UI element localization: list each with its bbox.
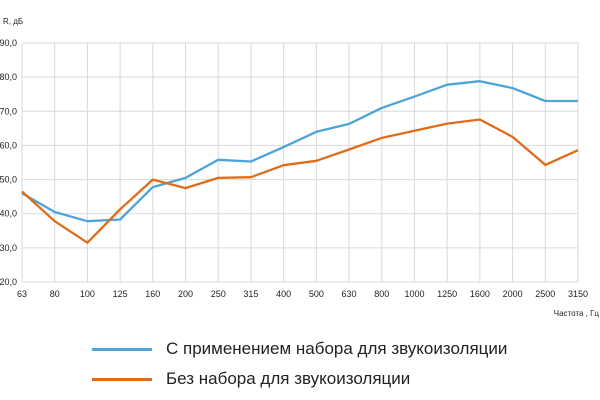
chart-series	[21, 80, 579, 244]
y-tick-label: 60,0	[0, 140, 17, 150]
x-tick-label: 800	[374, 289, 389, 299]
y-tick-label: 40,0	[0, 209, 17, 219]
x-tick-label: 3150	[568, 289, 588, 299]
legend-label-without-kit: Без набора для звукоизоляции	[166, 369, 411, 388]
y-tick-label: 20,0	[0, 277, 17, 287]
y-axis-ticks: 20,0 30,0 40,0 50,0 60,0 70,0 80,0 90,0	[0, 38, 17, 287]
x-tick-label: 63	[17, 289, 27, 299]
legend-label-with-kit: С применением набора для звукоизоляции	[166, 339, 508, 358]
x-tick-label: 160	[145, 289, 160, 299]
y-tick-label: 30,0	[0, 243, 17, 253]
x-axis-title: Частота , Гц	[554, 309, 600, 318]
y-tick-label: 70,0	[0, 106, 17, 116]
chart-grid	[21, 42, 579, 283]
x-tick-label: 630	[342, 289, 357, 299]
x-tick-label: 1000	[404, 289, 424, 299]
legend-swatch-with-kit	[92, 348, 152, 351]
x-tick-label: 200	[178, 289, 193, 299]
x-tick-label: 1250	[437, 289, 457, 299]
x-axis-ticks: 63 80 100 125 160 200 250 315 400 500 630 800 1000 12…	[17, 289, 588, 299]
legend-swatch-without-kit	[92, 378, 152, 381]
x-tick-label: 2000	[503, 289, 523, 299]
y-tick-label: 80,0	[0, 72, 17, 82]
x-tick-label: 400	[276, 289, 291, 299]
x-tick-label: 80	[50, 289, 60, 299]
x-tick-label: 500	[309, 289, 324, 299]
x-tick-label: 100	[80, 289, 95, 299]
line-chart: 20,0 30,0 40,0 50,0 60,0 70,0 80,0 90,0 63 80 100…	[0, 17, 600, 318]
series-line-0	[21, 80, 578, 223]
y-tick-label: 50,0	[0, 175, 17, 185]
x-tick-label: 1600	[470, 289, 490, 299]
y-axis-title: R, дБ	[3, 17, 23, 26]
y-tick-label: 90,0	[0, 38, 17, 48]
series-line-1	[21, 118, 579, 244]
x-tick-label: 315	[243, 289, 258, 299]
x-tick-label: 125	[113, 289, 128, 299]
x-tick-label: 2500	[535, 289, 555, 299]
x-tick-label: 250	[211, 289, 226, 299]
